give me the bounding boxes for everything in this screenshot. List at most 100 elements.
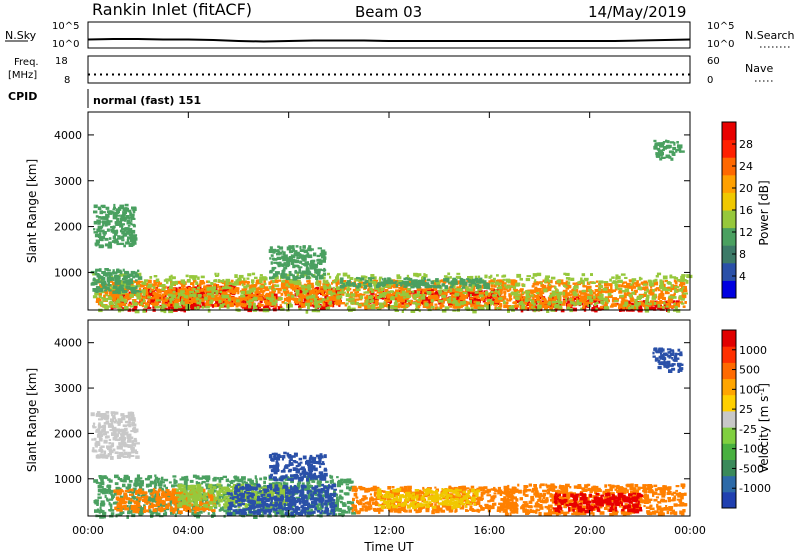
- power-cell: [615, 274, 619, 278]
- power-cell: [313, 268, 318, 271]
- power-cell: [156, 289, 162, 292]
- power-cell: [130, 237, 135, 240]
- power-cell: [195, 289, 199, 293]
- power-cell: [349, 295, 353, 299]
- power-cell: [580, 307, 583, 310]
- velocity-cell: [234, 478, 240, 482]
- power-cell: [222, 292, 227, 296]
- power-cell: [490, 274, 493, 278]
- power-cell: [536, 300, 540, 303]
- power-cell: [235, 287, 240, 290]
- power-cell: [463, 300, 467, 305]
- power-cell: [663, 301, 666, 305]
- power-cell: [340, 280, 343, 283]
- power-cell: [653, 306, 657, 311]
- power-cell: [161, 303, 165, 308]
- power-cell: [123, 244, 126, 248]
- power-cell: [315, 270, 319, 275]
- velocity-cell: [304, 501, 308, 506]
- power-cell: [112, 295, 116, 298]
- velocity-cell: [148, 496, 152, 501]
- power-cell: [327, 303, 331, 307]
- power-cell: [630, 298, 635, 302]
- power-cell: [507, 299, 512, 302]
- power-cell: [260, 289, 263, 293]
- power-cell: [283, 254, 288, 259]
- power-cell: [335, 283, 338, 288]
- power-cell: [309, 291, 313, 295]
- power-cell: [249, 293, 254, 297]
- power-cell: [304, 286, 308, 289]
- power-cell: [634, 298, 638, 302]
- power-cell: [367, 298, 372, 301]
- power-cell: [680, 150, 685, 153]
- power-cell: [667, 308, 670, 313]
- power-cell: [668, 298, 673, 302]
- power-cell: [499, 290, 503, 295]
- power-cell: [413, 272, 418, 277]
- power-cell: [211, 286, 217, 289]
- power-cell: [268, 301, 272, 305]
- power-cell: [563, 294, 567, 299]
- power-cell: [416, 287, 422, 291]
- power-cell: [172, 290, 176, 294]
- power-cell: [142, 281, 147, 285]
- power-cell: [462, 281, 467, 285]
- power-cell: [136, 284, 141, 288]
- power-cell: [152, 291, 157, 296]
- power-cell: [535, 297, 540, 301]
- power-cell: [283, 273, 288, 276]
- power-cell: [486, 295, 490, 299]
- power-cell: [296, 273, 299, 276]
- power-cell: [307, 287, 311, 291]
- velocity-cell: [256, 491, 259, 494]
- power-cell: [229, 297, 234, 300]
- power-cell: [244, 301, 247, 304]
- power-cell: [672, 300, 676, 304]
- power-cell: [218, 297, 221, 301]
- velocity-cell: [162, 503, 167, 507]
- velocity-cell: [169, 499, 175, 504]
- power-cell: [677, 304, 680, 308]
- power-cell: [132, 235, 137, 239]
- power-cell: [316, 254, 321, 258]
- power-cell: [649, 307, 654, 311]
- power-cell: [177, 280, 181, 284]
- power-cell: [299, 295, 305, 299]
- power-cell: [102, 297, 106, 302]
- power-cell: [120, 284, 125, 287]
- power-cell: [259, 276, 264, 281]
- power-cell: [132, 224, 136, 228]
- power-cell: [283, 266, 288, 270]
- power-cell: [584, 304, 588, 308]
- power-cell: [534, 288, 537, 292]
- velocity-cell: [109, 509, 115, 512]
- power-cell: [406, 274, 410, 278]
- velocity-cell: [348, 487, 352, 492]
- velocity-cell: [108, 491, 111, 495]
- power-cell: [306, 296, 310, 300]
- power-cell: [353, 301, 357, 305]
- power-cell: [459, 284, 463, 287]
- velocity-cell: [232, 511, 237, 515]
- power-cell: [321, 300, 324, 303]
- velocity-cell: [114, 482, 119, 486]
- power-cell: [474, 277, 479, 282]
- power-cell: [620, 300, 623, 305]
- power-cell: [665, 305, 669, 308]
- power-cell: [119, 242, 125, 245]
- power-cell: [516, 273, 522, 278]
- power-cell: [129, 305, 134, 308]
- power-cell: [304, 257, 307, 261]
- power-cell: [652, 279, 656, 283]
- power-cell: [659, 145, 664, 148]
- power-cell: [334, 296, 339, 300]
- power-cell: [159, 282, 163, 286]
- power-cell: [590, 273, 593, 276]
- velocity-cell: [158, 486, 163, 490]
- power-cell: [113, 241, 117, 244]
- power-cell: [131, 287, 136, 291]
- power-ylabel: Slant Range [km]: [25, 159, 39, 263]
- power-cell: [303, 297, 309, 302]
- velocity-cell: [144, 477, 149, 481]
